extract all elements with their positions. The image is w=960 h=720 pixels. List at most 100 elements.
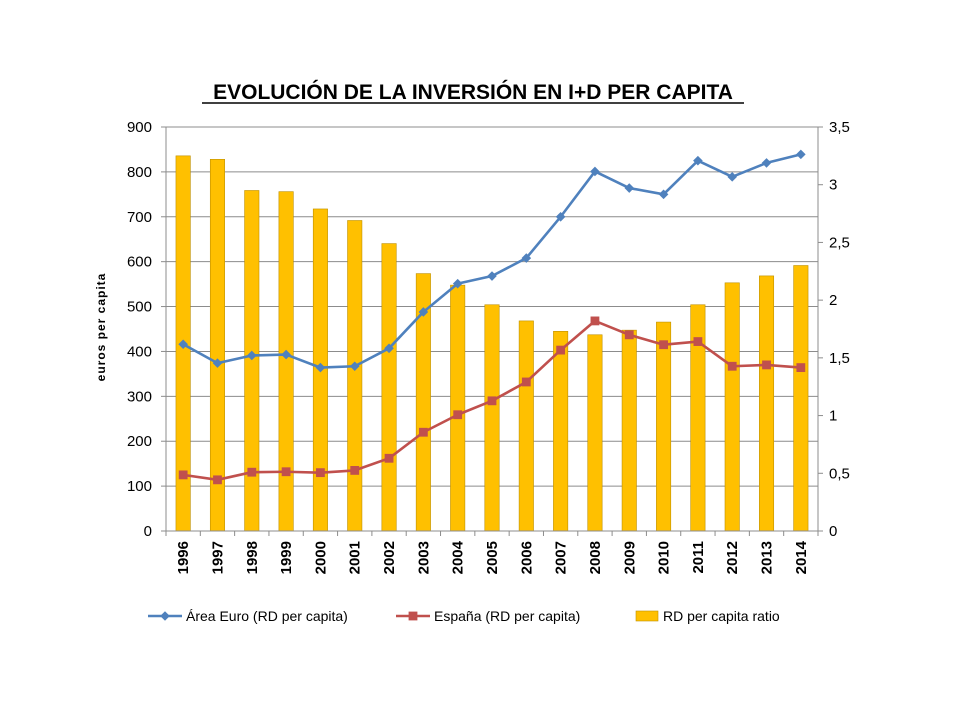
line-point — [315, 362, 326, 373]
line-point — [590, 316, 600, 326]
bar — [518, 320, 534, 532]
y-tick-label: 0 — [144, 523, 152, 540]
legend-item: RD per capita ratio — [635, 608, 780, 624]
line-point — [178, 339, 188, 350]
line-point — [727, 361, 737, 371]
line-point — [408, 611, 418, 621]
line-point — [281, 467, 291, 477]
legend-label: España (RD per capita) — [434, 608, 580, 624]
bar — [450, 284, 466, 532]
y-right-tick-label: 3 — [829, 177, 837, 194]
line-point — [160, 611, 170, 621]
bar — [724, 282, 740, 532]
x-tick-label: 1999 — [278, 541, 295, 574]
y-tick-label: 900 — [127, 119, 152, 136]
line-point — [452, 278, 463, 289]
line-point — [659, 340, 668, 350]
y-right-tick-label: 1,5 — [829, 350, 850, 367]
line-point — [796, 363, 806, 373]
line-series — [178, 149, 806, 485]
x-tick-label: 2014 — [793, 540, 810, 574]
x-tick-label: 2011 — [690, 541, 707, 574]
line-point — [178, 470, 188, 480]
bar — [621, 329, 637, 532]
y-tick-label: 700 — [127, 209, 152, 226]
line-point — [246, 350, 257, 361]
y-right-tick-label: 3,5 — [829, 119, 850, 136]
x-tick-label: 2000 — [312, 541, 329, 574]
line-point — [418, 307, 429, 317]
x-tick-label: 1996 — [175, 541, 192, 574]
x-tick-label: 2010 — [656, 541, 673, 574]
line-point — [521, 253, 532, 263]
y-right-tick-label: 0,5 — [829, 465, 850, 482]
line-point — [624, 330, 634, 340]
y-tick-label: 400 — [127, 343, 152, 360]
line-point — [487, 271, 497, 281]
line-point — [727, 172, 738, 182]
line-point — [555, 211, 566, 222]
bar — [209, 159, 225, 532]
y-right-tick-label: 2,5 — [829, 234, 850, 251]
line-point — [693, 155, 703, 166]
y-tick-label: 100 — [127, 478, 152, 495]
line-point — [453, 410, 463, 420]
bar — [278, 191, 294, 532]
line-point — [213, 475, 222, 485]
legend-item: Área Euro (RD per capita) — [148, 608, 348, 624]
bar-series — [175, 155, 809, 532]
y-tick-label: 800 — [127, 164, 152, 181]
y-tick-label: 300 — [127, 388, 152, 405]
x-tick-label: 2012 — [724, 541, 741, 574]
x-tick-label: 2003 — [415, 541, 432, 574]
x-tick-label: 1997 — [209, 541, 226, 574]
line-point — [521, 377, 531, 387]
bar — [484, 304, 500, 532]
line-point — [349, 361, 360, 372]
line-point — [590, 166, 600, 177]
bar — [793, 265, 809, 532]
legend-swatch — [635, 610, 659, 622]
y-axis-label: euros per capita — [94, 273, 108, 382]
line-point — [762, 360, 771, 370]
x-tick-label: 2013 — [759, 541, 776, 574]
y-right-tick-label: 0 — [829, 523, 837, 540]
bar — [244, 190, 260, 532]
legend: Área Euro (RD per capita) España (RD per … — [148, 608, 780, 624]
x-tick-label: 2009 — [621, 541, 638, 574]
bar — [347, 220, 363, 532]
line-point — [693, 337, 703, 346]
x-tick-label: 2004 — [450, 540, 467, 574]
line-point — [556, 345, 566, 355]
line-point — [316, 468, 325, 478]
tick-labels: 0 100 200 300 400 500 600 700 800 900 0 0,5 1 1,5 2 2,5… — [127, 119, 850, 574]
x-tick-label: 2002 — [381, 541, 398, 574]
y-tick-label: 500 — [127, 299, 152, 316]
line-point — [624, 183, 635, 193]
bar — [656, 321, 672, 532]
x-tick-label: 2007 — [553, 541, 570, 574]
line-point — [487, 396, 497, 406]
y-tick-label: 200 — [127, 433, 152, 450]
y-tick-label: 600 — [127, 254, 152, 271]
legend-label: RD per capita ratio — [663, 608, 780, 624]
bar — [759, 275, 775, 532]
bar — [587, 334, 603, 532]
line-point — [247, 467, 257, 477]
chart-title: EVOLUCIÓN DE LA INVERSIÓN EN I+D PER CAP… — [213, 80, 733, 104]
line-point — [384, 453, 394, 463]
line-point — [796, 149, 806, 160]
line-point — [281, 349, 291, 360]
line-point — [761, 158, 772, 168]
legend-item: España (RD per capita) — [396, 608, 580, 624]
x-tick-label: 2008 — [587, 541, 604, 574]
y-right-tick-label: 1 — [829, 408, 837, 425]
bar — [381, 243, 397, 532]
y-right-tick-label: 2 — [829, 292, 837, 309]
line-point — [384, 343, 394, 354]
x-tick-label: 1998 — [244, 541, 261, 574]
line-point — [418, 427, 428, 437]
line-point — [350, 466, 360, 475]
